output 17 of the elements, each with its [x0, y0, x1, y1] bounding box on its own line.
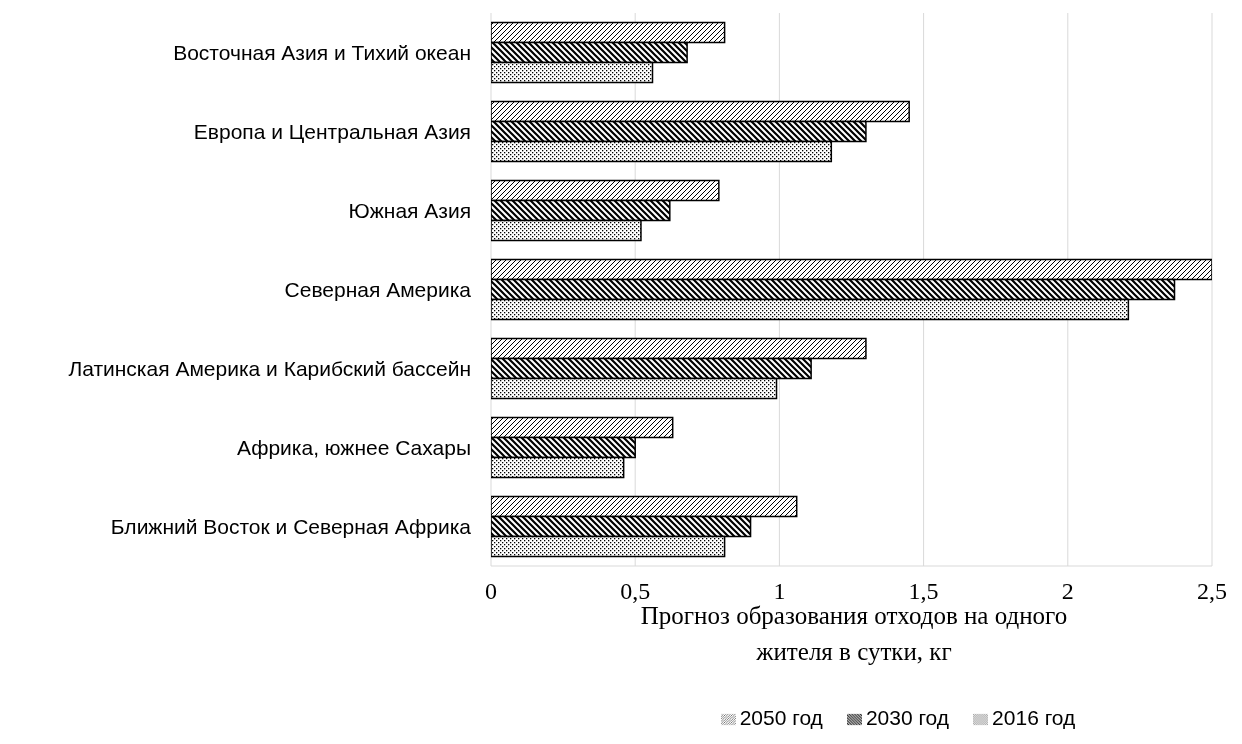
- y-tick-label: Южная Азия: [348, 198, 471, 222]
- legend-label: 2016 год: [992, 706, 1076, 729]
- y-tick-label: Ближний Восток и Северная Африка: [110, 514, 472, 538]
- y-tick-label: Северная Америка: [284, 277, 472, 301]
- legend-label: 2050 год: [739, 706, 823, 729]
- legend-label: 2030 год: [865, 706, 950, 729]
- x-tick-label: 2,5: [1197, 578, 1227, 605]
- x-tick-label: 0: [485, 578, 497, 605]
- x-tick-label: 0,5: [620, 578, 651, 605]
- y-tick-label: Европа и Центральная Азия: [193, 119, 471, 143]
- x-tick-label: 1,5: [908, 578, 939, 605]
- y-tick-label: Африка, южнее Сахары: [236, 435, 471, 459]
- x-axis-title: Прогноз образования отходов на одного жителя в сутки, кг: [640, 602, 1069, 667]
- x-tick-label: 2: [1061, 578, 1074, 605]
- y-tick-label: Латинская Америка и Карибский бассейн: [68, 356, 471, 380]
- x-tick-label: 1: [773, 578, 786, 605]
- y-tick-label: Восточная Азия и Тихий океан: [173, 40, 471, 64]
